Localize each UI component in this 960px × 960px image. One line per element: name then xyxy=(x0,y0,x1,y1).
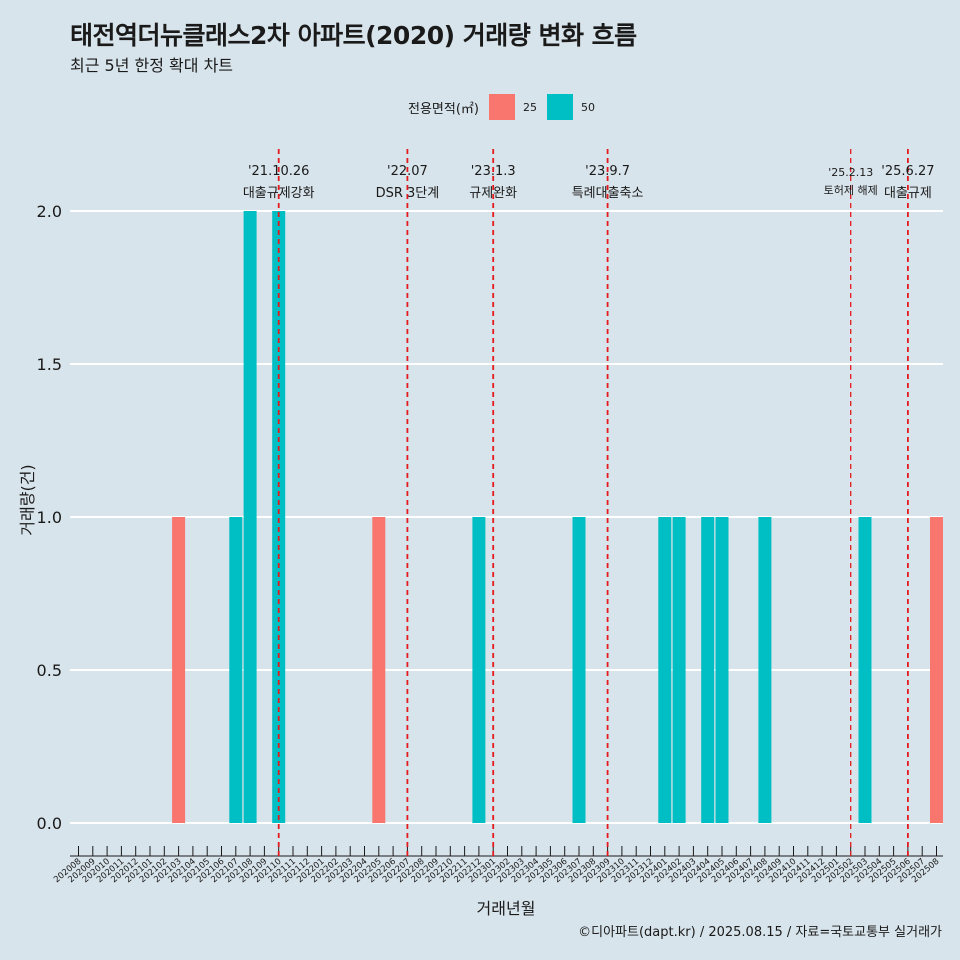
legend-label-50: 50 xyxy=(580,100,595,114)
event-date-202207: '22.07 xyxy=(387,164,428,179)
event-label-202301: 규제완화 xyxy=(469,186,517,201)
event-date-202502: '25.2.13 xyxy=(828,166,873,179)
y-tick-label: 1.5 xyxy=(37,355,62,374)
bar-202307-50 xyxy=(572,517,586,823)
chart-title: 태전역더뉴클래스2차 아파트(2020) 거래량 변화 흐름 xyxy=(70,21,637,50)
bar-202103-25 xyxy=(172,517,186,823)
event-date-202506: '25.6.27 xyxy=(881,164,934,179)
y-axis-title: 거래량(건) xyxy=(18,464,37,535)
bar-202503-50 xyxy=(858,517,872,823)
event-date-202110: '21.10.26 xyxy=(248,164,309,179)
legend-title: 전용면적(㎡) xyxy=(408,101,479,117)
bar-202108-50 xyxy=(243,211,257,823)
bar-202107-50 xyxy=(229,517,243,823)
y-tick-label: 0.5 xyxy=(37,661,62,680)
bar-202408-50 xyxy=(758,517,772,823)
bar-202405-50 xyxy=(715,517,729,823)
event-label-202207: DSR 3단계 xyxy=(376,186,440,201)
bar-202404-50 xyxy=(701,517,715,823)
event-date-202301: '23.1.3 xyxy=(471,164,516,179)
chart-subtitle: 최근 5년 한정 확대 차트 xyxy=(70,56,234,75)
y-tick-label: 0.0 xyxy=(37,814,62,833)
event-label-202506: 대출규제 xyxy=(884,186,932,201)
event-date-202309: '23.9.7 xyxy=(585,164,630,179)
event-label-202309: 특례대출축소 xyxy=(572,186,644,201)
y-tick-label: 2.0 xyxy=(37,202,62,221)
bar-202402-50 xyxy=(672,517,686,823)
bar-202205-25 xyxy=(372,517,386,823)
x-axis-title: 거래년월 xyxy=(477,899,536,918)
bar-202212-50 xyxy=(472,517,486,823)
legend: 전용면적(㎡) 25 50 xyxy=(408,93,605,121)
bar-202508-25 xyxy=(930,517,943,823)
legend-swatch-50 xyxy=(546,94,573,120)
event-label-202502: 토허제 해제 xyxy=(824,183,878,197)
legend-item-25: 25 xyxy=(488,94,537,120)
event-label-202110: 대출규제강화 xyxy=(243,186,315,201)
y-tick-label: 1.0 xyxy=(37,508,62,527)
legend-label-25: 25 xyxy=(522,100,537,114)
bar-202401-50 xyxy=(658,517,672,823)
source-caption: ©디아파트(dapt.kr) / 2025.08.15 / 자료=국토교통부 실… xyxy=(578,925,942,940)
bar-202110-50 xyxy=(272,211,286,823)
legend-item-50: 50 xyxy=(546,94,595,120)
legend-swatch-25 xyxy=(488,94,515,120)
